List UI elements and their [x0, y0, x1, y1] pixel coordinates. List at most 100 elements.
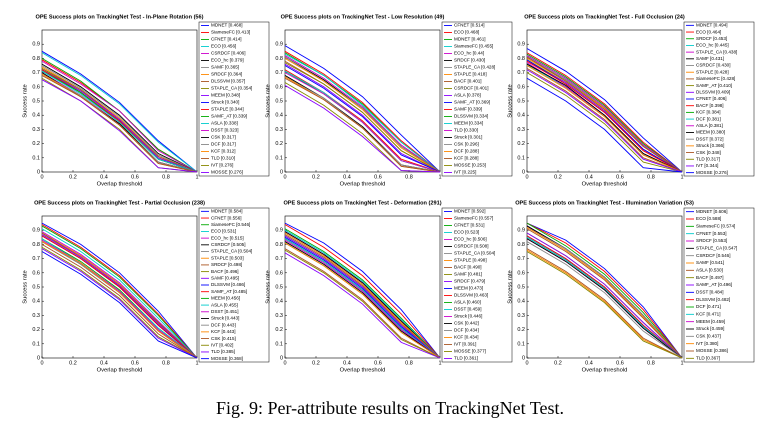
- series-line: [284, 231, 441, 359]
- x-tick-label: 1: [195, 174, 198, 180]
- series-line: [284, 72, 441, 173]
- x-tick-label: 1: [680, 360, 683, 366]
- legend-label: KCF [0.434]: [454, 335, 479, 340]
- legend-label: BACF [0.497]: [696, 275, 724, 280]
- legend-label: Struck [0.459]: [696, 326, 724, 331]
- legend-label: STAPLE_CA [0.504]: [454, 251, 495, 256]
- series-line: [41, 241, 198, 359]
- legend-label: CFNET [0.514]: [454, 23, 485, 28]
- series-line: [284, 65, 441, 173]
- legend-label: SiameseFC [0.574]: [696, 224, 735, 229]
- series-line: [526, 249, 683, 359]
- series-line: [284, 235, 441, 359]
- y-tick-label: 0.5: [32, 98, 40, 104]
- y-tick-label: 0.1: [32, 341, 40, 347]
- legend-label: STAPLE [0.344]: [211, 107, 244, 112]
- series-line: [526, 56, 683, 173]
- chart-title: OPE Success plots on TrackingNet Test - …: [35, 14, 203, 20]
- series-line: [526, 226, 683, 359]
- legend-label: IVT [0.225]: [454, 170, 476, 175]
- series-line: [284, 56, 441, 173]
- legend-label: MEEM [0.334]: [454, 121, 483, 126]
- series-line: [284, 239, 441, 359]
- y-axis-label: Success rate: [23, 84, 29, 118]
- series-line: [284, 58, 441, 173]
- x-axis-label: Overlap threshold: [340, 368, 386, 374]
- series-line: [41, 60, 198, 173]
- legend-label: BACF [0.398]: [696, 103, 724, 108]
- series-line: [41, 225, 198, 359]
- y-tick-label: 0.1: [517, 341, 525, 347]
- x-axis-label: Overlap threshold: [582, 182, 628, 188]
- legend-label: SAMF [0.365]: [211, 65, 239, 70]
- legend-label: ECO [0.531]: [211, 229, 236, 234]
- y-tick-label: 0.9: [517, 228, 525, 234]
- chart-title: OPE Success plots on TrackingNet Test - …: [281, 14, 445, 20]
- x-tick-label: 0.4: [100, 174, 108, 180]
- legend-label: DCF [0.434]: [454, 328, 479, 333]
- series-line: [526, 235, 683, 359]
- legend-box: [198, 21, 270, 177]
- legend-label: KCF [0.288]: [454, 156, 479, 161]
- legend-label: MEEM [0.456]: [211, 296, 240, 301]
- legend-label: ECO_hc [0.506]: [454, 237, 487, 242]
- x-tick-label: 0.2: [554, 360, 562, 366]
- legend-label: ASLA [0.530]: [696, 268, 723, 273]
- series-line: [526, 241, 683, 359]
- legend-label: CSK [0.442]: [454, 321, 479, 326]
- series-line: [526, 222, 683, 359]
- legend-label: MDNET [0.461]: [454, 37, 486, 42]
- legend-label: SAMF_AT [0.410]: [696, 83, 732, 88]
- y-tick-label: 0.8: [517, 56, 525, 62]
- series-line: [41, 244, 198, 359]
- series-line: [41, 50, 198, 173]
- series-line: [526, 72, 683, 173]
- series-line: [526, 60, 683, 173]
- series-line: [284, 62, 441, 173]
- series-line: [526, 55, 683, 173]
- series-line: [526, 248, 683, 359]
- legend-label: DLSSVM [0.357]: [211, 79, 245, 84]
- y-tick-label: 0.5: [517, 284, 525, 290]
- series-line: [284, 56, 441, 173]
- legend-label: BACF [0.496]: [211, 269, 239, 274]
- x-tick-label: 0.8: [405, 360, 413, 366]
- y-tick-label: 0.3: [275, 127, 283, 133]
- y-tick-label: 0.7: [32, 70, 40, 76]
- y-tick-label: 0.8: [275, 242, 283, 248]
- legend-label: DLSSVM [0.482]: [696, 297, 730, 302]
- y-axis-label: Success rate: [508, 84, 514, 118]
- series-line: [41, 70, 198, 173]
- legend-label: CSK [0.317]: [211, 135, 236, 140]
- y-tick-label: 0.4: [32, 113, 40, 119]
- legend-label: MDNET [0.592]: [454, 209, 486, 214]
- legend-label: SiameseFC [0.455]: [454, 44, 493, 49]
- legend-label: STAPLE [0.503]: [211, 255, 244, 260]
- legend-label: CSK [0.296]: [454, 142, 479, 147]
- legend-label: ECO [0.456]: [211, 44, 236, 49]
- x-tick-label: 0.6: [131, 360, 139, 366]
- y-tick-label: 0.7: [275, 70, 283, 76]
- y-tick-label: 0.3: [517, 127, 525, 133]
- legend-label: MDNET [0.584]: [211, 209, 243, 214]
- legend-label: STAPLE_CA [0.504]: [211, 249, 252, 254]
- chart-title: OPE Success plots on TrackingNet Test - …: [515, 200, 694, 206]
- legend-label: MOSSE [0.276]: [211, 170, 243, 175]
- legend-label: DCF [0.317]: [211, 142, 236, 147]
- legend-label: ECO [0.588]: [696, 216, 721, 221]
- series-line: [284, 248, 441, 359]
- x-axis-label: Overlap threshold: [340, 182, 386, 188]
- y-tick-label: 0.7: [517, 70, 525, 76]
- legend-label: BACF [0.401]: [454, 79, 482, 84]
- x-tick-label: 0.2: [554, 174, 562, 180]
- legend-label: ECO [0.464]: [696, 29, 721, 34]
- chart-title: OPE Success plots on TrackingNet Test - …: [524, 14, 685, 20]
- legend-label: Struck [0.340]: [211, 100, 239, 105]
- y-tick-label: 0.6: [517, 270, 525, 276]
- legend-label: MOSSE [0.377]: [454, 349, 486, 354]
- legend-label: TLD [0.317]: [696, 156, 720, 161]
- series-line: [41, 231, 198, 359]
- legend-label: CSRDCF [0.546]: [696, 253, 730, 258]
- legend-label: BACF [0.490]: [454, 265, 482, 270]
